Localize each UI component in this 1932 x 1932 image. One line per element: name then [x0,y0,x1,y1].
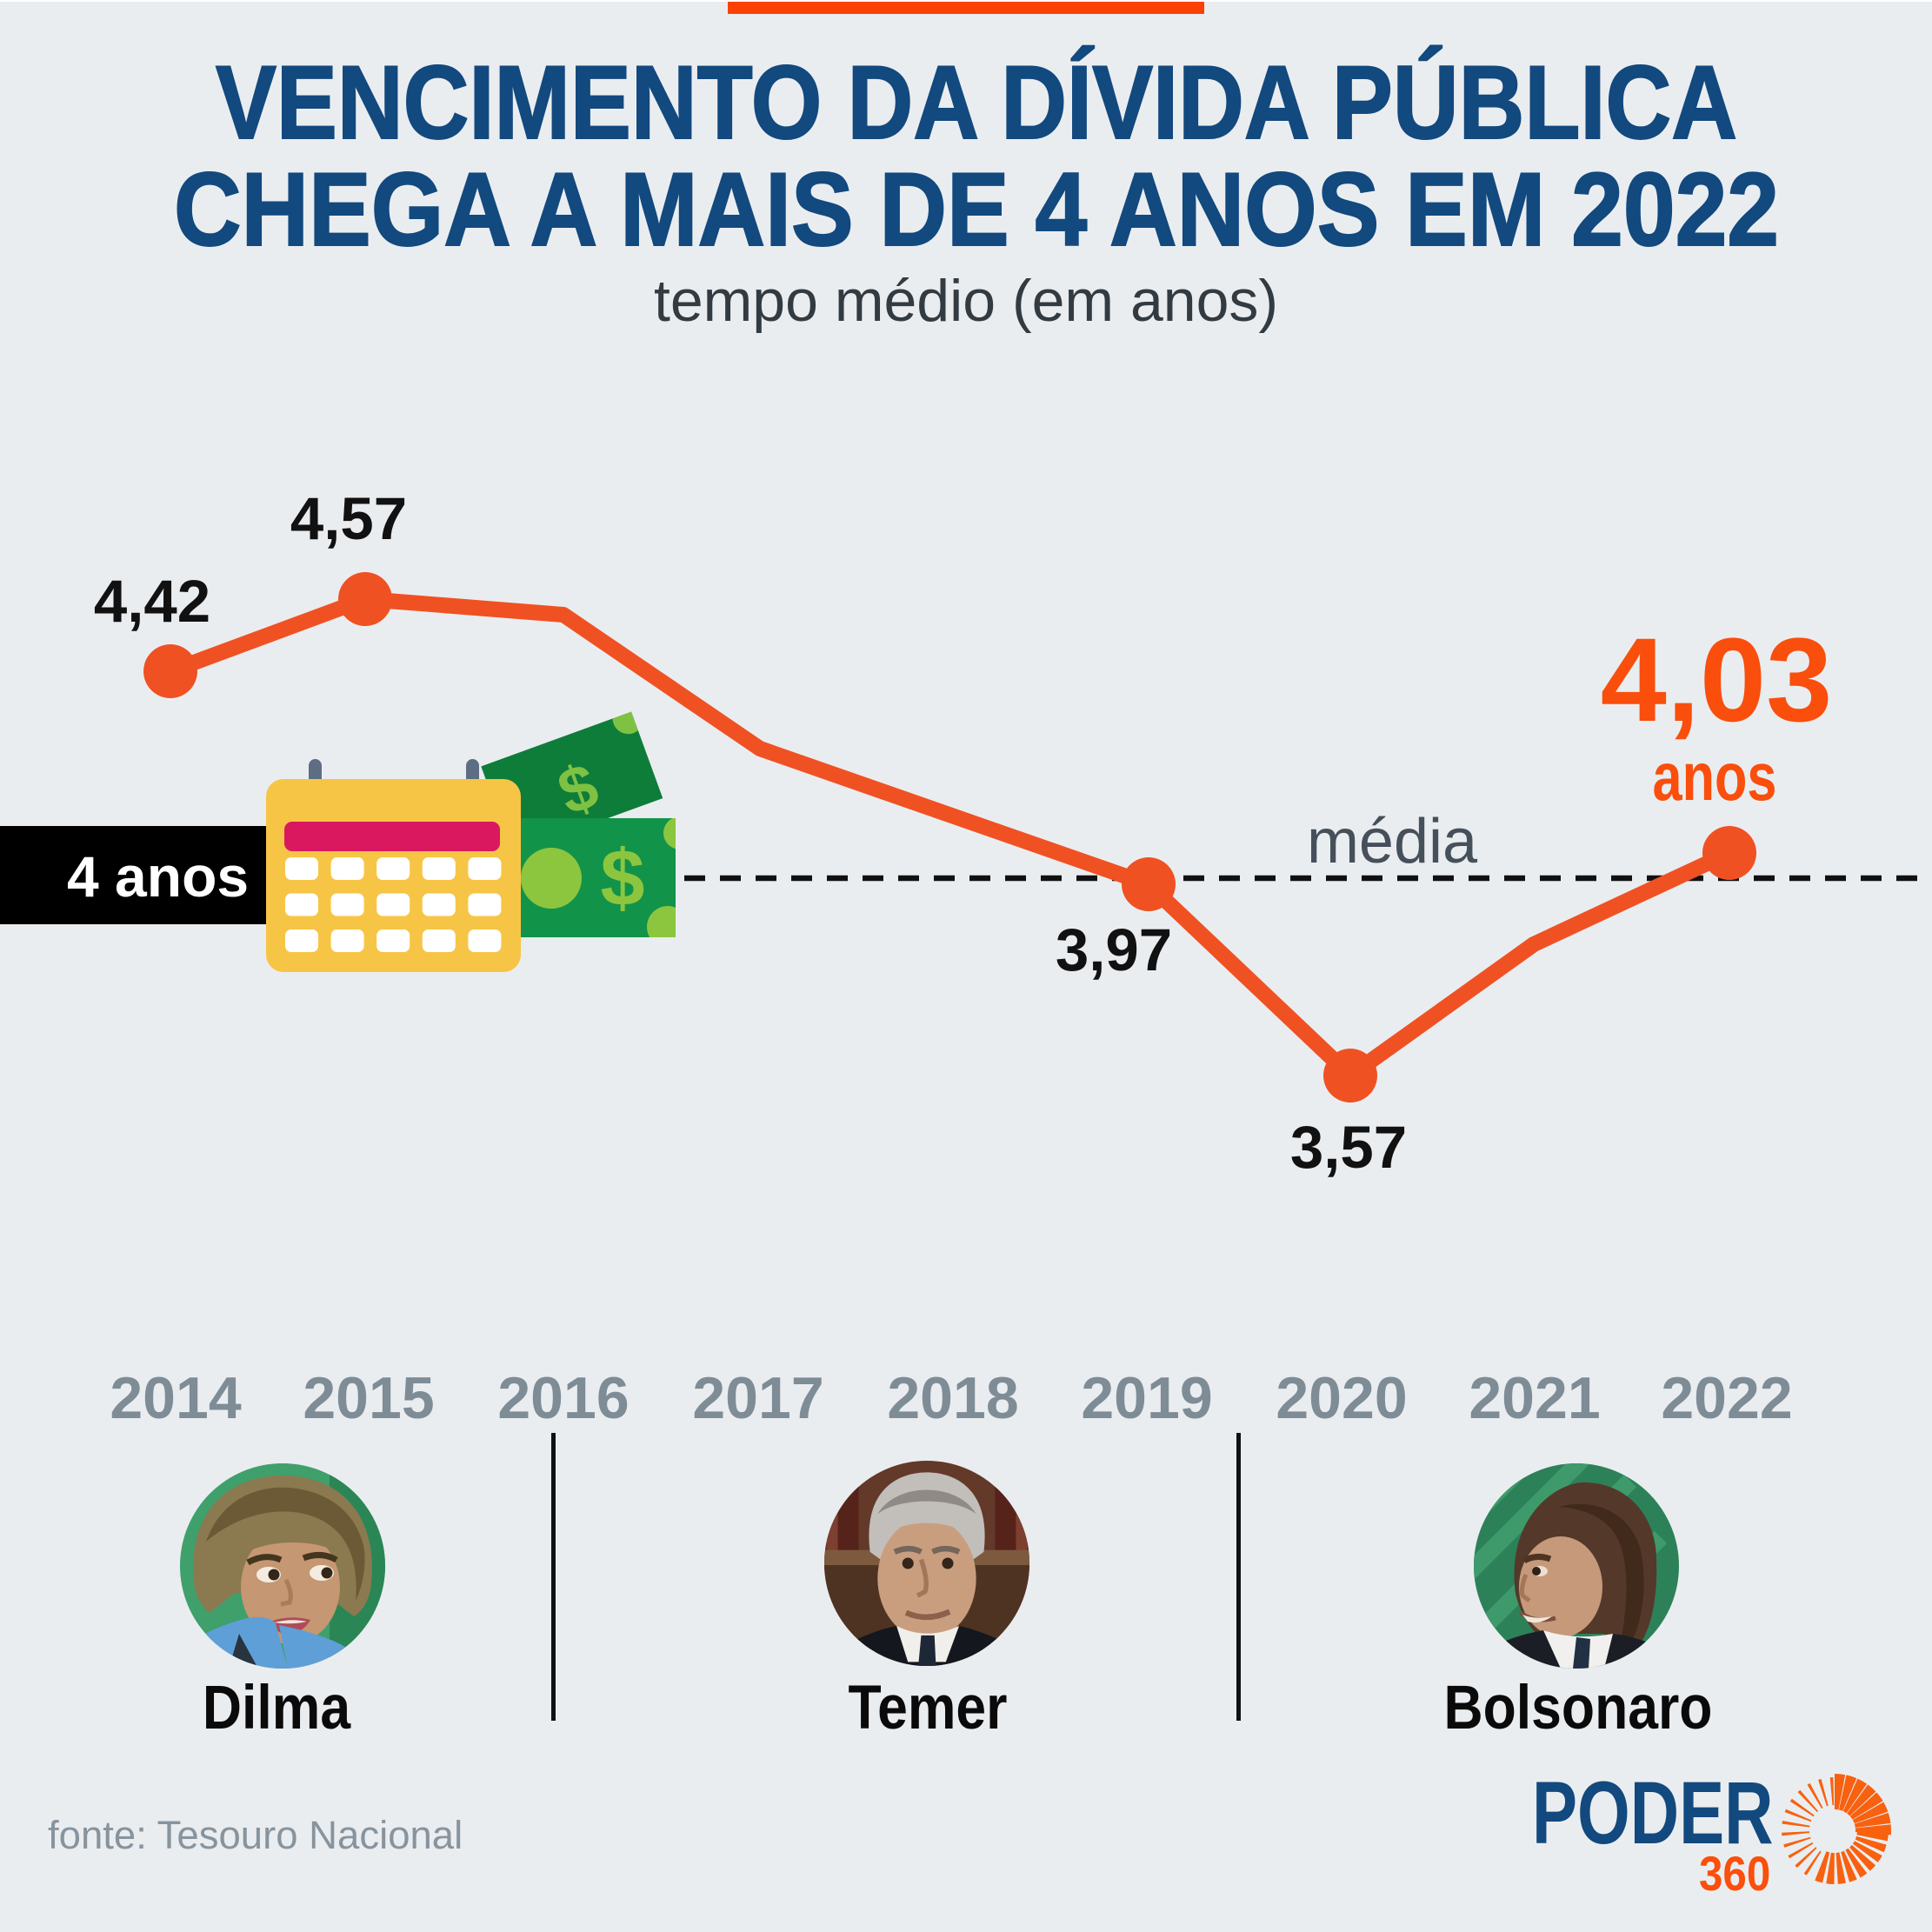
svg-text:$: $ [600,834,644,923]
